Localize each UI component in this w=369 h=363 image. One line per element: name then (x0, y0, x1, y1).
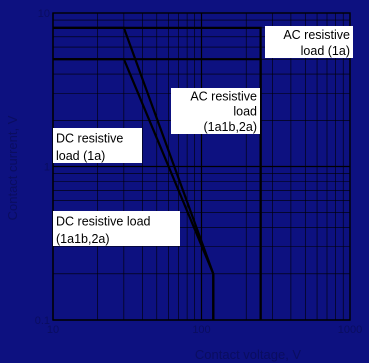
annotation-line: load (233, 105, 257, 119)
x-tick-label: 10 (47, 324, 59, 336)
x-tick-label: 100 (192, 324, 210, 336)
annotation-line: load (1a) (56, 149, 105, 163)
annotation-box (171, 88, 260, 134)
annotation-line: load (1a) (301, 44, 350, 58)
plot-frame (52, 12, 351, 321)
series-line-3 (53, 26, 215, 320)
annotation-box (53, 128, 142, 163)
series-layer (53, 26, 262, 320)
annotation-line: DC resistive load (56, 215, 151, 229)
annotation-line: (1a1b,2a) (56, 232, 110, 246)
annotation-label-2: AC resistive load(1a1b,2a) (171, 88, 260, 134)
x-axis-title: Contact voltage, V (195, 347, 302, 362)
annotation-box (53, 211, 180, 246)
annotation-label-1: AC resistive load (1a) (265, 26, 353, 58)
y-tick-label: 1 (44, 162, 50, 174)
tick-labels: 10 100 1000 0.1 1 10 (35, 8, 363, 336)
annotation-line: (1a1b,2a) (203, 120, 257, 134)
annotation-label-3: DC resistive load (1a) (53, 128, 142, 163)
axis-titles: Contact current, V Contact voltage, V (5, 115, 301, 362)
annotation-line: AC resistive (190, 89, 257, 103)
y-axis-title: Contact current, V (5, 115, 20, 220)
annotation-label-4: DC resistive load (1a1b,2a) (53, 211, 180, 246)
series-line-4 (53, 58, 215, 320)
y-tick-label: 10 (38, 8, 50, 20)
grid (52, 12, 351, 321)
x-tick-label: 1000 (338, 324, 362, 336)
annotation-line: AC resistive (283, 28, 350, 42)
annotation-box (265, 26, 353, 58)
annotation-line: DC resistive (56, 132, 123, 146)
y-tick-label: 0.1 (35, 315, 50, 327)
